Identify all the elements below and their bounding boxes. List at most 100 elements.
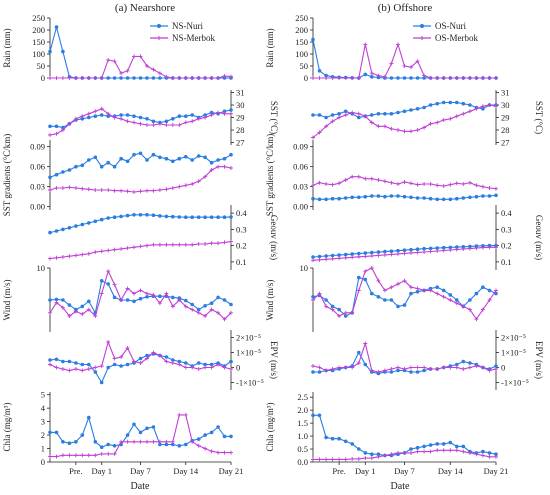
data-point xyxy=(171,243,175,247)
data-point xyxy=(67,369,71,373)
data-point xyxy=(396,194,400,198)
data-point xyxy=(190,113,194,117)
data-point xyxy=(448,183,452,187)
subplot-sst: 2728293031SST (°C) xyxy=(48,88,279,148)
data-point xyxy=(383,112,387,116)
data-point xyxy=(119,117,123,121)
data-point xyxy=(48,231,52,235)
data-point xyxy=(55,431,59,435)
data-point xyxy=(364,451,368,455)
y-tick-label: 200 xyxy=(295,25,308,35)
data-point xyxy=(100,249,104,253)
y-tick-label: 0.0 xyxy=(297,457,308,467)
data-point xyxy=(158,76,162,80)
data-point xyxy=(80,369,84,373)
y-tick-label: 0.09 xyxy=(293,142,308,152)
data-point xyxy=(93,250,97,254)
data-point xyxy=(145,123,149,127)
data-point xyxy=(396,76,400,80)
data-point xyxy=(468,196,472,200)
data-point xyxy=(357,351,361,355)
y-axis-label: Rain (mm) xyxy=(265,28,275,67)
data-point xyxy=(435,442,439,446)
data-point xyxy=(145,213,149,217)
data-point xyxy=(55,455,59,459)
data-point xyxy=(389,62,393,66)
data-point xyxy=(409,251,413,255)
data-point xyxy=(468,366,472,370)
data-point xyxy=(363,42,367,46)
data-point xyxy=(442,448,446,452)
data-point xyxy=(481,185,485,189)
data-point xyxy=(403,180,407,184)
data-point xyxy=(311,197,315,201)
series-line-ns-merbok xyxy=(50,342,231,371)
y-axis-label: EPV (m/s) xyxy=(269,341,279,379)
legend-marker xyxy=(157,36,161,40)
data-point xyxy=(461,182,465,186)
subplot-epv: -1×10⁻⁵01×10⁻⁵2×10⁻⁵EPV (m/s) xyxy=(311,330,544,390)
data-point xyxy=(132,54,136,58)
data-point xyxy=(126,113,130,117)
y-axis-label: EPV (m/s) xyxy=(534,341,544,379)
data-point xyxy=(126,214,130,218)
data-point xyxy=(429,182,433,186)
data-point xyxy=(93,76,97,80)
data-point xyxy=(164,440,168,444)
data-point xyxy=(132,245,136,249)
data-point xyxy=(151,243,155,247)
data-point xyxy=(81,305,85,309)
data-point xyxy=(311,457,315,461)
panel-a-title: (a) Nearshore xyxy=(115,2,175,14)
legend-label: NS-Nuri xyxy=(172,21,203,31)
data-point xyxy=(481,450,485,454)
y-tick-label: 1×10⁻⁵ xyxy=(236,348,261,358)
data-point xyxy=(377,112,381,116)
data-point xyxy=(210,301,214,305)
data-point xyxy=(331,257,335,261)
y-tick-label: 2×10⁻⁵ xyxy=(236,333,261,343)
data-point xyxy=(455,366,459,370)
data-point xyxy=(100,445,104,449)
data-point xyxy=(331,197,335,201)
y-axis-label: SST (°C) xyxy=(534,101,544,134)
data-point xyxy=(184,121,188,125)
data-point xyxy=(132,76,136,80)
data-point xyxy=(376,178,380,182)
x-tick-label: Day 14 xyxy=(438,466,464,476)
x-tick-label: Day 1 xyxy=(91,466,112,476)
data-point xyxy=(488,289,492,293)
data-point xyxy=(177,413,181,417)
data-point xyxy=(357,276,361,280)
data-point xyxy=(311,258,315,262)
data-point xyxy=(357,447,361,451)
y-tick-label: 0.5 xyxy=(297,444,308,454)
data-point xyxy=(416,446,420,450)
series-line-ns-merbok xyxy=(50,271,231,319)
data-point xyxy=(324,436,328,440)
data-point xyxy=(184,243,188,247)
data-point xyxy=(100,452,104,456)
data-point xyxy=(229,451,233,455)
data-point xyxy=(216,241,220,245)
data-point xyxy=(184,413,188,417)
y-tick-label: -1×10⁻⁵ xyxy=(501,378,529,388)
data-point xyxy=(139,152,143,156)
data-point xyxy=(203,156,207,160)
data-point xyxy=(139,440,143,444)
data-point xyxy=(203,304,207,308)
data-point xyxy=(324,257,328,261)
y-tick-label: 0.1 xyxy=(236,257,247,267)
data-point xyxy=(337,197,341,201)
y-tick-label: 0.03 xyxy=(293,182,308,192)
data-point xyxy=(442,249,446,253)
data-point xyxy=(455,181,459,185)
data-point xyxy=(318,457,322,461)
y-tick-label: 2 xyxy=(41,430,45,440)
data-point xyxy=(216,296,220,300)
data-point xyxy=(171,123,175,127)
data-point xyxy=(311,370,315,374)
y-tick-label: 4 xyxy=(41,403,46,413)
y-tick-label: 100 xyxy=(32,49,45,59)
data-point xyxy=(429,250,433,254)
